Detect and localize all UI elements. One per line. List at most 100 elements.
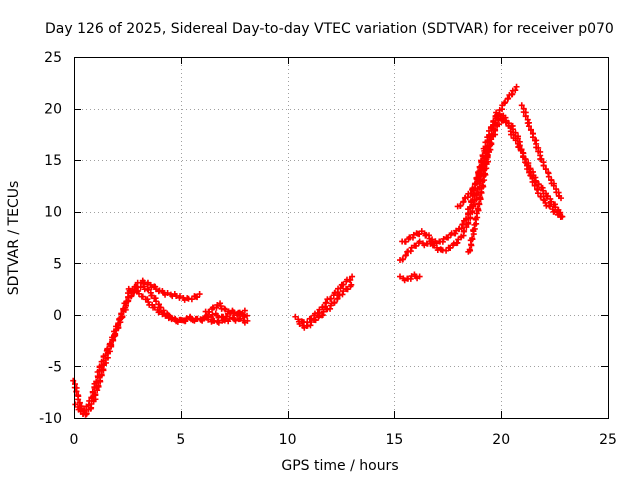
data-point [189, 317, 196, 324]
data-point [157, 304, 164, 311]
data-point [484, 153, 491, 160]
data-point [209, 311, 216, 318]
data-point [522, 113, 529, 120]
data-point [348, 281, 355, 288]
data-point [486, 139, 493, 146]
data-point [215, 319, 222, 326]
data-point [323, 299, 330, 306]
x-axis-label: GPS time / hours [281, 458, 398, 474]
data-point [188, 296, 195, 303]
y-axis-label: SDTVAR / TECUs [6, 181, 22, 296]
data-point [529, 134, 536, 141]
data-point [409, 234, 416, 241]
data-point [339, 291, 346, 298]
x-tick-label: 20 [492, 432, 510, 448]
data-point [239, 310, 246, 317]
data-point [551, 208, 558, 215]
data-point [312, 317, 319, 324]
data-point [211, 317, 218, 324]
data-point [439, 238, 446, 245]
data-point [443, 247, 450, 254]
data-point [505, 95, 512, 102]
data-point [537, 193, 544, 200]
data-point [445, 234, 452, 241]
data-point [467, 190, 474, 197]
data-point [460, 198, 467, 205]
data-point [527, 172, 534, 179]
data-point [477, 157, 484, 164]
data-point [144, 296, 151, 303]
data-point [221, 305, 228, 312]
x-tick-label: 15 [385, 432, 403, 448]
data-point [545, 173, 552, 180]
data-point [222, 306, 229, 313]
x-tick-label: 10 [279, 432, 297, 448]
data-point [205, 316, 212, 323]
data-point [177, 293, 183, 300]
data-point [407, 248, 414, 255]
data-point [135, 287, 142, 294]
plot-frame [74, 57, 609, 419]
data-point [426, 235, 433, 242]
x-tick-label: 0 [70, 432, 79, 448]
data-point [164, 290, 171, 297]
data-point [402, 238, 409, 245]
data-point [349, 273, 356, 280]
axes-ticks: 0 5 10 15 20 25 -10 -5 0 5 10 15 20 25 [39, 50, 617, 448]
data-point [399, 256, 406, 263]
y-tick-label: 5 [53, 256, 62, 272]
data-point [194, 315, 201, 322]
series-3 [125, 285, 251, 326]
data-point [95, 382, 102, 389]
y-tick-label: 10 [44, 205, 62, 221]
data-point [307, 322, 314, 329]
plot-area [70, 83, 566, 418]
y-tick-label: 25 [44, 50, 62, 66]
y-tick-label: -5 [48, 359, 62, 375]
data-point [540, 162, 547, 169]
data-point [466, 246, 473, 253]
data-point [457, 202, 464, 209]
series-6 [296, 281, 355, 331]
data-point [461, 227, 468, 234]
data-point [213, 304, 220, 311]
data-point [144, 285, 151, 292]
data-point [340, 281, 347, 288]
data-point [469, 208, 476, 215]
data-point [546, 202, 553, 209]
data-point [542, 166, 549, 173]
data-point [518, 146, 525, 153]
series-9 [397, 271, 423, 284]
data-point [397, 273, 404, 280]
data-point [469, 235, 476, 242]
x-tick-label: 5 [176, 432, 185, 448]
data-point [454, 239, 461, 246]
data-point [110, 336, 117, 343]
data-point [512, 87, 519, 94]
x-tick-label: 25 [599, 432, 617, 448]
data-point [194, 294, 201, 301]
data-point [296, 320, 303, 327]
data-point [70, 377, 77, 384]
data-point [534, 190, 541, 197]
data-point [447, 244, 454, 251]
y-tick-label: -10 [39, 411, 62, 427]
data-point [559, 213, 566, 220]
data-point [200, 315, 207, 322]
data-point [125, 285, 132, 292]
data-point [135, 290, 142, 297]
data-point [119, 313, 126, 320]
data-point [334, 295, 341, 302]
data-point [215, 314, 222, 321]
data-point [98, 371, 105, 378]
data-point [244, 312, 251, 319]
data-point [75, 396, 82, 403]
data-point [327, 305, 334, 312]
data-point [232, 317, 239, 324]
data-point [331, 299, 338, 306]
data-point [514, 135, 521, 142]
series-12 [465, 139, 494, 255]
data-point [413, 242, 420, 249]
data-point [469, 185, 476, 192]
